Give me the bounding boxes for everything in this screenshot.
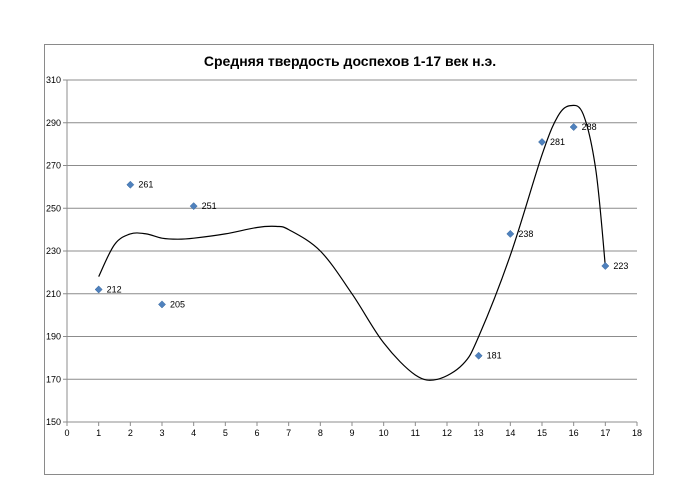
chart-title: Средняя твердость доспехов 1-17 век н.э. xyxy=(203,53,497,69)
data-label: 223 xyxy=(613,261,628,271)
data-point-marker xyxy=(474,351,483,360)
x-tick-label: 7 xyxy=(286,428,291,438)
x-tick-label: 14 xyxy=(505,428,515,438)
trendline-curve xyxy=(98,104,606,381)
x-tick-label: 18 xyxy=(632,428,642,438)
data-point-marker xyxy=(126,180,135,189)
data-label: 281 xyxy=(550,137,565,147)
y-tick-label: 190 xyxy=(46,332,61,342)
x-tick-label: 10 xyxy=(379,428,389,438)
data-point-marker xyxy=(506,229,515,238)
data-point-marker xyxy=(158,300,166,309)
data-label: 238 xyxy=(518,229,533,239)
data-label: 205 xyxy=(170,299,185,309)
x-tick-label: 2 xyxy=(128,428,133,438)
x-tick-label: 17 xyxy=(600,428,610,438)
x-tick-label: 11 xyxy=(411,428,420,438)
data-label: 261 xyxy=(138,180,153,190)
data-label: 212 xyxy=(107,284,122,294)
y-tick-label: 310 xyxy=(46,75,61,85)
x-tick-label: 0 xyxy=(64,428,69,438)
x-tick-label: 5 xyxy=(223,428,228,438)
data-label: 288 xyxy=(582,122,597,132)
chart-frame xyxy=(44,44,654,475)
x-tick-label: 4 xyxy=(191,428,196,438)
y-tick-label: 270 xyxy=(46,161,61,171)
x-tick-label: 15 xyxy=(537,428,547,438)
data-label: 251 xyxy=(202,201,217,211)
y-tick-label: 210 xyxy=(46,289,61,299)
data-point-marker xyxy=(538,138,546,146)
x-tick-label: 12 xyxy=(442,428,452,438)
x-tick-label: 1 xyxy=(96,428,101,438)
y-tick-label: 170 xyxy=(46,374,61,384)
x-tick-label: 3 xyxy=(159,428,164,438)
data-point-marker xyxy=(94,285,103,294)
data-point-marker xyxy=(601,262,610,270)
x-tick-label: 13 xyxy=(474,428,484,438)
data-label: 181 xyxy=(487,351,502,361)
y-tick-label: 250 xyxy=(46,203,61,213)
data-point-marker xyxy=(569,123,578,131)
x-tick-label: 16 xyxy=(569,428,579,438)
x-tick-label: 8 xyxy=(318,428,323,438)
y-tick-label: 150 xyxy=(46,417,61,427)
y-tick-label: 290 xyxy=(46,118,61,128)
x-tick-label: 9 xyxy=(349,428,354,438)
data-point-marker xyxy=(189,202,198,211)
x-tick-label: 6 xyxy=(254,428,259,438)
y-tick-label: 230 xyxy=(46,246,61,256)
